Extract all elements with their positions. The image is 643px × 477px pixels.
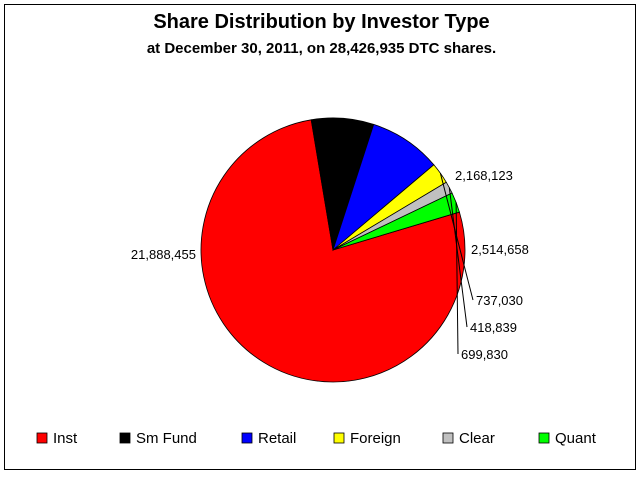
legend-label-clear: Clear	[459, 430, 495, 447]
leader-line-clear	[448, 187, 468, 328]
pie-slices	[200, 117, 466, 383]
pie-slice-inst	[200, 119, 466, 383]
legend-swatch-retail	[241, 432, 253, 444]
legend-swatch-clear	[442, 432, 454, 444]
legend-label-quant: Quant	[555, 430, 597, 447]
legend-swatch-quant	[538, 432, 550, 444]
data-label-quant: 699,830	[461, 347, 508, 362]
legend: Inst Sm Fund Retail Foreign Clear Quant	[36, 430, 597, 447]
chart-subtitle: at December 30, 2011, on 28,426,935 DTC …	[146, 40, 497, 57]
legend-label-inst: Inst	[53, 430, 78, 447]
legend-label-retail: Retail	[258, 430, 296, 447]
leader-line-quant	[455, 202, 459, 355]
data-label-retail: 2,514,658	[471, 242, 529, 257]
data-label-clear: 418,839	[470, 320, 517, 335]
data-label-foreign: 737,030	[476, 293, 523, 308]
chart-title: Share Distribution by Investor Type	[153, 11, 490, 33]
data-label-inst: 21,888,455	[131, 247, 196, 262]
legend-label-foreign: Foreign	[350, 430, 401, 447]
legend-swatch-inst	[36, 432, 48, 444]
legend-label-sm-fund: Sm Fund	[136, 430, 197, 447]
pie-labels: 21,888,455 2,168,123 2,514,658 737,030 418,8…	[131, 168, 529, 362]
legend-swatch-sm-fund	[119, 432, 131, 444]
data-label-sm-fund: 2,168,123	[455, 168, 513, 183]
legend-swatch-foreign	[333, 432, 345, 444]
